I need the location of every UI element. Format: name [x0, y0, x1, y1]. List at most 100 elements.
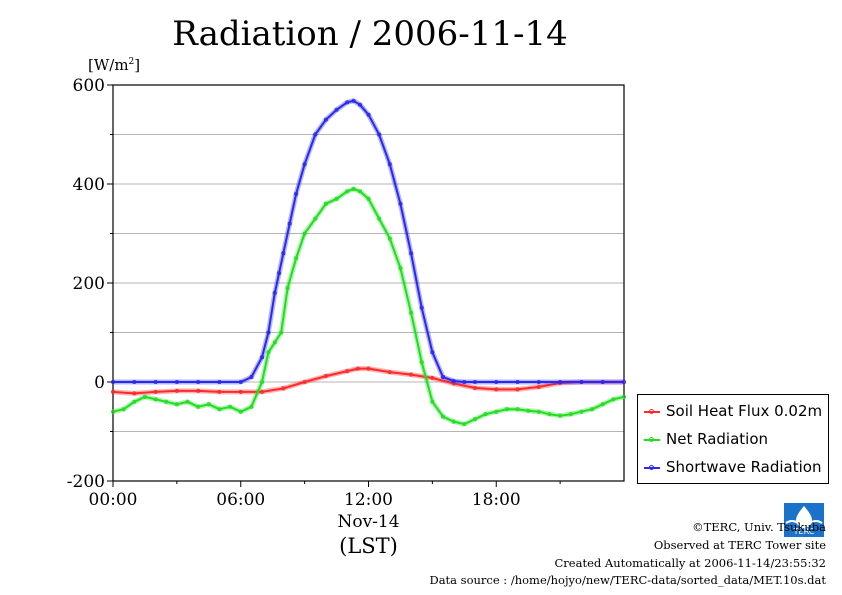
data-point-soil-heat-flux [387, 370, 392, 375]
data-point-shortwave-radiation [313, 132, 318, 137]
data-point-net-radiation [409, 310, 414, 315]
legend-label-soil-heat-flux: Soil Heat Flux 0.02m [666, 402, 823, 420]
data-point-shortwave-radiation [409, 251, 414, 256]
data-point-shortwave-radiation [196, 379, 201, 384]
data-point-soil-heat-flux [238, 389, 243, 394]
series-line-net-radiation [112, 187, 625, 426]
data-point-shortwave-radiation [536, 379, 541, 384]
data-point-shortwave-radiation [377, 132, 382, 137]
y-axis-unit-text: [W/m2] [88, 56, 141, 74]
data-point-net-radiation [579, 409, 584, 414]
data-point-soil-heat-flux [174, 388, 179, 393]
data-point-net-radiation [285, 285, 290, 290]
data-point-soil-heat-flux [345, 369, 350, 374]
unit-superscript: 2 [128, 57, 135, 67]
data-point-net-radiation [351, 186, 356, 191]
data-point-shortwave-radiation [398, 201, 403, 206]
x-tick-label: 00:00 [89, 490, 138, 510]
data-point-shortwave-radiation [441, 375, 446, 380]
data-point-soil-heat-flux [111, 389, 116, 394]
data-point-net-radiation [568, 412, 573, 417]
data-point-net-radiation [153, 397, 158, 402]
data-point-net-radiation [323, 201, 328, 206]
data-point-soil-heat-flux [260, 389, 265, 394]
data-point-net-radiation [206, 402, 211, 407]
data-point-shortwave-radiation [153, 379, 158, 384]
data-point-net-radiation [164, 399, 169, 404]
data-point-net-radiation [174, 402, 179, 407]
data-point-shortwave-radiation [323, 117, 328, 122]
data-point-shortwave-radiation [111, 379, 116, 384]
data-point-shortwave-radiation [357, 102, 362, 107]
legend-marker-net-radiation [649, 437, 654, 442]
data-point-net-radiation [558, 413, 563, 418]
data-point-net-radiation [196, 404, 201, 409]
data-point-shortwave-radiation [302, 162, 307, 167]
data-point-shortwave-radiation [558, 379, 563, 384]
data-point-shortwave-radiation [294, 191, 299, 196]
data-point-shortwave-radiation [281, 251, 286, 256]
data-point-shortwave-radiation [462, 379, 467, 384]
data-point-net-radiation [504, 407, 509, 412]
data-point-net-radiation [366, 196, 371, 201]
terc-logo-text: TERC [793, 527, 815, 536]
series-halo-shortwave-radiation [113, 98, 624, 385]
data-point-soil-heat-flux [217, 389, 222, 394]
data-point-net-radiation [294, 256, 299, 261]
data-point-net-radiation [132, 399, 137, 404]
data-point-soil-heat-flux [355, 366, 360, 371]
y-tick-label: 400 [73, 175, 105, 195]
data-point-net-radiation [611, 397, 616, 402]
terc-logo: TERC [784, 503, 824, 537]
data-point-net-radiation [238, 409, 243, 414]
footer-source: Data source : /home/hojyo/new/TERC-data/… [429, 573, 826, 587]
data-point-shortwave-radiation [419, 305, 424, 310]
legend-label-net-radiation: Net Radiation [666, 430, 768, 448]
data-point-shortwave-radiation [238, 379, 243, 384]
data-point-shortwave-radiation [579, 379, 584, 384]
data-point-net-radiation [515, 407, 520, 412]
data-point-soil-heat-flux [153, 389, 158, 394]
data-point-net-radiation [272, 340, 277, 345]
data-point-net-radiation [302, 231, 307, 236]
data-point-net-radiation [345, 189, 350, 194]
data-point-net-radiation [419, 360, 424, 365]
data-point-soil-heat-flux [515, 387, 520, 392]
data-point-net-radiation [483, 412, 488, 417]
x-axis-timezone-label: (LST) [339, 534, 398, 558]
y-tick-label: -200 [67, 472, 105, 492]
x-axis-date-label: Nov-14 [337, 512, 399, 532]
data-point-shortwave-radiation [277, 271, 282, 276]
data-point-soil-heat-flux [132, 391, 137, 396]
data-point-net-radiation [547, 412, 552, 417]
data-point-shortwave-radiation [334, 107, 339, 112]
data-point-shortwave-radiation [260, 355, 265, 360]
data-point-soil-heat-flux [536, 384, 541, 389]
data-point-shortwave-radiation [272, 290, 277, 295]
data-point-net-radiation [526, 408, 531, 413]
data-point-net-radiation [121, 407, 126, 412]
y-tick-label: 0 [94, 373, 105, 393]
data-point-soil-heat-flux [281, 386, 286, 391]
data-point-net-radiation [142, 394, 147, 399]
data-point-net-radiation [472, 417, 477, 422]
data-point-net-radiation [266, 350, 271, 355]
footer-observed: Observed at TERC Tower site [653, 538, 826, 552]
footer-copyright: ©TERC, Univ. Tsukuba [692, 520, 826, 534]
data-point-soil-heat-flux [366, 366, 371, 371]
y-axis-unit: [W/m2] [88, 56, 140, 74]
data-point-shortwave-radiation [622, 379, 627, 384]
data-point-net-radiation [494, 409, 499, 414]
data-point-net-radiation [111, 409, 116, 414]
data-point-net-radiation [622, 394, 627, 399]
data-point-shortwave-radiation [174, 379, 179, 384]
data-point-net-radiation [462, 422, 467, 427]
data-point-shortwave-radiation [132, 379, 137, 384]
data-point-shortwave-radiation [249, 375, 254, 380]
data-point-net-radiation [377, 216, 382, 221]
data-point-shortwave-radiation [515, 379, 520, 384]
data-point-soil-heat-flux [302, 379, 307, 384]
data-point-soil-heat-flux [409, 372, 414, 377]
data-point-net-radiation [217, 407, 222, 412]
